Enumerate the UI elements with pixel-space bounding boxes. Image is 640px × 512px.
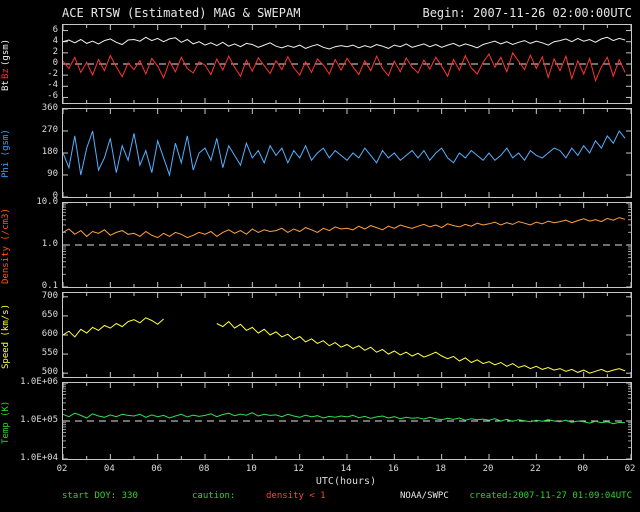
y-tick-label: 500 xyxy=(41,367,58,378)
y-axis-bt-bz: BtBz(gsm) 6 4 2 0 -2 -4 -6 xyxy=(0,24,62,104)
y-tick-label: 2 xyxy=(52,46,58,57)
x-tick-labels: 02 04 06 08 10 12 14 16 18 20 22 00 02 xyxy=(57,464,636,476)
footer-start-doy: start DOY: 330 xyxy=(62,491,138,501)
plot-area-temp xyxy=(62,382,632,460)
y-tick-label: 1.0E+05 xyxy=(20,415,58,425)
y-tick-label: 700 xyxy=(41,290,58,301)
footer-density-warning: density < 1 xyxy=(266,491,326,501)
plot-svg xyxy=(63,383,631,459)
y-axis-title-part: (gsm) xyxy=(1,38,11,66)
y-tick-label: 360 xyxy=(41,103,58,113)
panel-bt-bz: BtBz(gsm) 6 4 2 0 -2 -4 -6 xyxy=(0,24,632,104)
plot-svg xyxy=(63,293,631,377)
y-tick-label: 1.0E+06 xyxy=(20,377,58,387)
y-axis-title-part: Temp (K) xyxy=(1,400,11,444)
plot-area-phi xyxy=(62,108,632,198)
x-tick-label: 06 xyxy=(151,464,163,474)
plot-svg xyxy=(63,203,631,287)
x-tick-label: 20 xyxy=(482,464,494,474)
y-tick-label: 1.0 xyxy=(41,239,58,249)
y-tick-label: 180 xyxy=(41,147,58,157)
y-axis-title-part: Speed (km/s) xyxy=(1,303,11,369)
y-tick-labels-temp: 1.0E+06 1.0E+05 1.0E+04 xyxy=(14,377,58,463)
y-axis-title-speed: Speed (km/s) xyxy=(1,292,14,378)
y-axis-title-part: Bz xyxy=(1,67,11,79)
x-tick-label: 22 xyxy=(529,464,541,474)
y-tick-label: -2 xyxy=(47,69,58,80)
y-axis-density: Density (/cm3) 10.0 1.0 0.1 xyxy=(0,197,62,291)
footer-agency: NOAA/SWPC xyxy=(400,491,449,501)
plot-area-bt-bz xyxy=(62,24,632,104)
header: ACE RTSW (Estimated) MAG & SWEPAM Begin:… xyxy=(62,6,632,20)
chart-figure: BtBz(gsm) 6 4 2 0 -2 -4 -6 Phi (gsm) 360 270 180… xyxy=(0,24,640,463)
x-tick-label: 18 xyxy=(435,464,447,474)
y-axis-title-temp: Temp (K) xyxy=(1,382,14,460)
y-axis-phi: Phi (gsm) 360 270 180 90 0 xyxy=(0,103,62,201)
panel-temp: Temp (K) 1.0E+06 1.0E+05 1.0E+04 xyxy=(0,377,632,463)
y-axis-temp: Temp (K) 1.0E+06 1.0E+05 1.0E+04 xyxy=(0,377,62,463)
x-axis-label: UTC(hours) xyxy=(315,476,377,487)
y-tick-label: -4 xyxy=(47,80,58,91)
x-tick-label: 02 xyxy=(56,464,68,474)
panel-speed: Speed (km/s) 700 650 600 550 500 xyxy=(0,290,632,378)
x-tick-label: 00 xyxy=(577,464,589,474)
x-tick-label: 16 xyxy=(387,464,399,474)
x-tick-label: 14 xyxy=(340,464,352,474)
y-axis-speed: Speed (km/s) 700 650 600 550 500 xyxy=(0,290,62,378)
footer-created: created:2007-11-27 01:09:04UTC xyxy=(469,491,632,501)
y-axis-title-part: Phi (gsm) xyxy=(1,129,11,179)
y-tick-label: 10.0 xyxy=(36,197,58,207)
y-tick-labels-speed: 700 650 600 550 500 xyxy=(14,290,58,378)
y-tick-label: -6 xyxy=(47,91,58,102)
y-tick-label: 0 xyxy=(52,191,58,201)
panel-phi: Phi (gsm) 360 270 180 90 0 xyxy=(0,103,632,201)
y-tick-label: 0 xyxy=(52,58,58,68)
y-axis-title-phi: Phi (gsm) xyxy=(1,108,14,198)
x-tick-label: 04 xyxy=(103,464,115,474)
x-tick-label: 12 xyxy=(293,464,305,474)
y-tick-labels-phi: 360 270 180 90 0 xyxy=(14,103,58,201)
footer: start DOY: 330 caution: density < 1 NOAA… xyxy=(0,491,632,505)
y-axis-title-part: Density (/cm3) xyxy=(1,208,11,284)
y-tick-label: 0.1 xyxy=(41,281,58,291)
y-axis-title-density: Density (/cm3) xyxy=(1,202,14,288)
y-axis-title-bt-bz: BtBz(gsm) xyxy=(1,24,14,104)
y-tick-label: 270 xyxy=(41,125,58,135)
plot-svg xyxy=(63,25,631,103)
y-axis-title-part: Bt xyxy=(1,80,11,92)
y-tick-label: 6 xyxy=(52,24,58,35)
y-tick-label: 4 xyxy=(52,35,58,46)
chart-title: ACE RTSW (Estimated) MAG & SWEPAM xyxy=(62,6,301,20)
y-tick-label: 600 xyxy=(41,329,58,339)
panel-density: Density (/cm3) 10.0 1.0 0.1 xyxy=(0,197,632,291)
y-tick-label: 650 xyxy=(41,309,58,320)
x-tick-label: 08 xyxy=(198,464,210,474)
y-tick-labels-bt-bz: 6 4 2 0 -2 -4 -6 xyxy=(14,24,58,104)
begin-timestamp: Begin: 2007-11-26 02:00:00UTC xyxy=(422,6,632,20)
plot-area-speed xyxy=(62,292,632,378)
x-tick-label: 10 xyxy=(245,464,257,474)
y-tick-label: 90 xyxy=(47,169,58,179)
plot-svg xyxy=(63,109,631,197)
y-tick-label: 1.0E+04 xyxy=(20,453,58,463)
x-tick-label: 02 xyxy=(624,464,636,474)
footer-caution: caution: xyxy=(192,491,236,501)
plot-area-density xyxy=(62,202,632,288)
y-tick-labels-density: 10.0 1.0 0.1 xyxy=(14,197,58,291)
y-tick-label: 550 xyxy=(41,348,58,359)
